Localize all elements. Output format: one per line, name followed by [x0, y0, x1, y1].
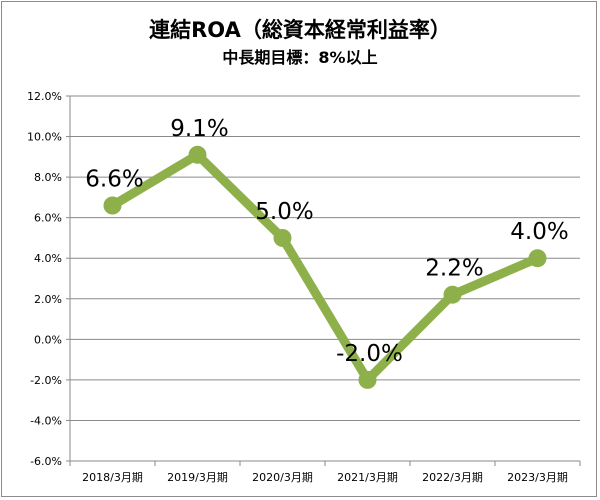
- y-tick-label: 0.0%: [34, 333, 62, 346]
- data-point: [188, 145, 207, 164]
- chart-subtitle: 中長期目標：8%以上: [222, 48, 378, 67]
- y-tick-label: 4.0%: [34, 252, 62, 265]
- data-label: -2.0%: [336, 341, 403, 367]
- y-tick-label: -4.0%: [30, 414, 62, 427]
- y-tick-label: 6.0%: [34, 212, 62, 225]
- data-point: [528, 249, 547, 268]
- data-label: 9.1%: [170, 116, 228, 142]
- data-label: 5.0%: [255, 199, 313, 225]
- y-tick-label: 10.0%: [27, 131, 62, 144]
- data-label: 6.6%: [85, 167, 143, 193]
- x-tick-label: 2022/3月期: [422, 471, 483, 484]
- y-tick-label: -2.0%: [30, 374, 62, 387]
- x-tick-label: 2021/3月期: [337, 471, 398, 484]
- data-point: [358, 370, 377, 389]
- series-line: [108, 150, 542, 385]
- x-tick-label: 2019/3月期: [167, 471, 228, 484]
- data-point: [273, 228, 292, 247]
- data-point: [443, 285, 462, 304]
- x-tick-label: 2020/3月期: [252, 471, 313, 484]
- y-tick-label: 12.0%: [27, 90, 62, 103]
- data-label: 2.2%: [425, 256, 483, 282]
- x-tick-label: 2023/3月期: [507, 471, 568, 484]
- data-label: 4.0%: [510, 219, 568, 245]
- chart-title: 連結ROA（総資本経常利益率）: [149, 18, 451, 42]
- y-tick-label: -6.0%: [30, 455, 62, 468]
- y-tick-label: 8.0%: [34, 171, 62, 184]
- x-tick-label: 2018/3月期: [82, 471, 143, 484]
- y-tick-label: 2.0%: [34, 293, 62, 306]
- data-point: [103, 196, 122, 215]
